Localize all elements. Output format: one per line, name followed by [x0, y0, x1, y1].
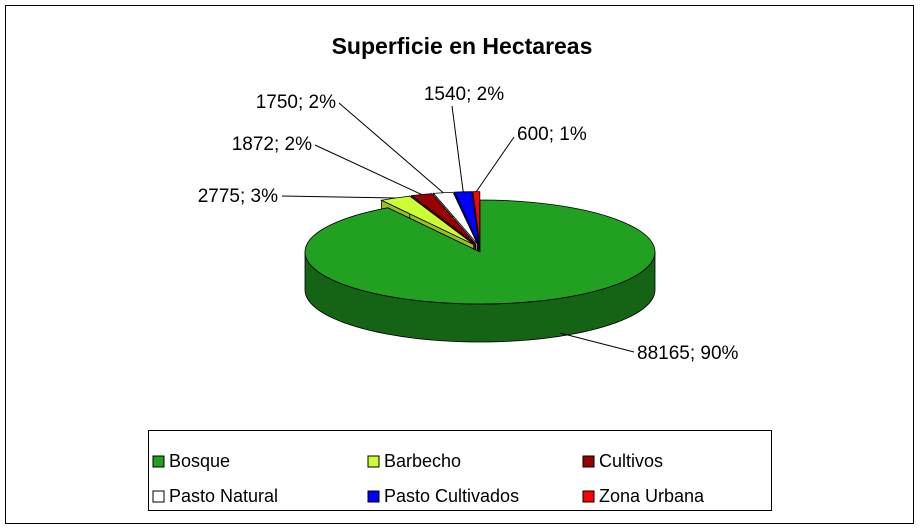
- pie-slice: [472, 191, 481, 244]
- leader-line: [281, 195, 396, 199]
- legend-label: Barbecho: [384, 451, 461, 471]
- leader-line: [475, 136, 515, 192]
- legend-swatch: [152, 455, 165, 468]
- legend-label: Pasto Cultivados: [384, 486, 519, 506]
- legend-box: [148, 430, 772, 511]
- data-label: 1750; 2%: [256, 92, 336, 113]
- pie-slice: [432, 191, 478, 245]
- data-label: 88165; 90%: [637, 343, 739, 364]
- leader-line: [451, 105, 464, 192]
- data-label: 2775; 3%: [198, 186, 278, 207]
- legend-swatch: [582, 490, 595, 503]
- chart-title: Superficie en Hectareas: [332, 33, 593, 59]
- pie-slice: [304, 199, 656, 305]
- legend-swatch: [152, 490, 165, 503]
- legend-label: Bosque: [169, 451, 230, 471]
- data-label: 1872; 2%: [232, 134, 312, 155]
- pie-slice: [410, 193, 476, 245]
- legend-swatch: [367, 490, 380, 503]
- data-label: 1540; 2%: [424, 84, 504, 105]
- legend-swatch: [367, 455, 380, 468]
- leader-line: [314, 144, 422, 195]
- pie-slice: [453, 191, 480, 244]
- pie: [304, 191, 656, 343]
- data-label: 600; 1%: [517, 124, 587, 145]
- legend-label: Pasto Natural: [169, 486, 278, 506]
- legend-label: Cultivos: [599, 451, 663, 471]
- legend-label: Zona Urbana: [599, 486, 705, 506]
- leader-line: [338, 102, 444, 194]
- leader-line: [559, 332, 635, 353]
- legend-swatch: [582, 455, 595, 468]
